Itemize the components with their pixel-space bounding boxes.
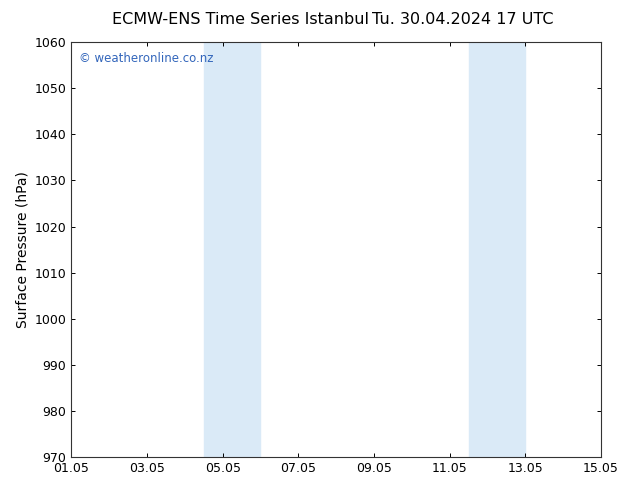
Bar [204, 42, 261, 457]
Text: © weatheronline.co.nz: © weatheronline.co.nz [79, 52, 214, 66]
Text: Tu. 30.04.2024 17 UTC: Tu. 30.04.2024 17 UTC [372, 12, 553, 27]
Y-axis label: Surface Pressure (hPa): Surface Pressure (hPa) [15, 171, 29, 328]
Bar [469, 42, 526, 457]
Text: ECMW-ENS Time Series Istanbul: ECMW-ENS Time Series Istanbul [112, 12, 370, 27]
